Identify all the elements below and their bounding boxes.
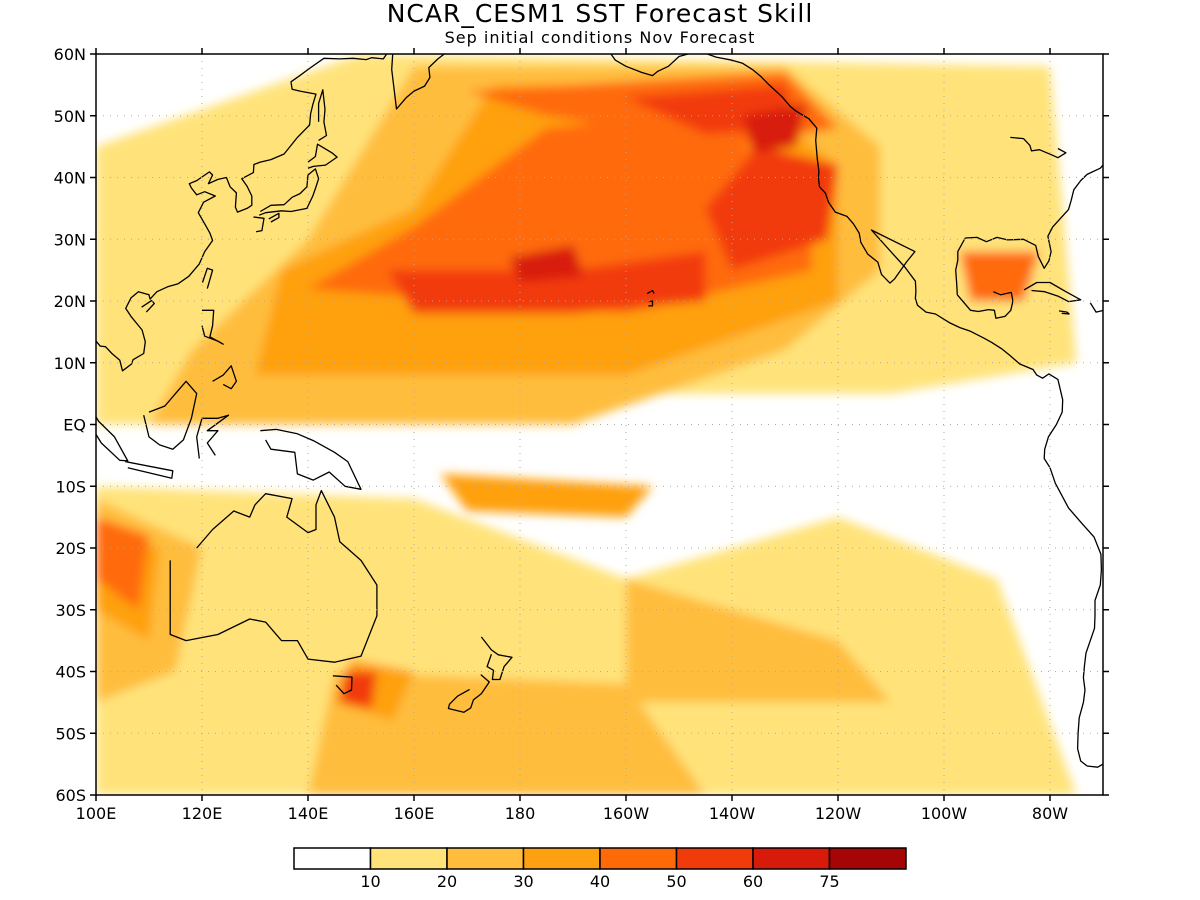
coastline-mindanao <box>212 365 238 390</box>
coastline-java <box>125 460 174 479</box>
skill-region-16 <box>705 146 838 271</box>
coastline-new-guinea <box>260 428 362 490</box>
colorbar-swatch <box>752 847 831 870</box>
colorbar-label: 10 <box>360 872 380 891</box>
coastline-shikoku <box>268 212 280 223</box>
colorbar-swatch <box>293 847 372 870</box>
chart-title: NCAR_CESM1 SST Forecast Skill <box>386 0 814 28</box>
coastline-north-america <box>610 54 691 77</box>
lon-label: 140E <box>288 804 329 823</box>
lat-label: 60S <box>55 786 86 805</box>
skill-region-19 <box>509 245 584 283</box>
skill-region-14 <box>959 251 1040 301</box>
coastline-gulf-north <box>965 164 1103 269</box>
lat-label: 50N <box>54 107 86 126</box>
coastline-australia <box>169 489 378 663</box>
coastline-kyushu <box>253 216 265 233</box>
skill-region-5 <box>308 671 706 795</box>
coastline-north-island-nz <box>480 636 513 681</box>
lat-label: 40N <box>54 169 86 188</box>
colorbar-swatch <box>599 847 678 870</box>
colorbar-label: 60 <box>743 872 763 891</box>
lon-label: 120E <box>182 804 223 823</box>
coastline-great-lakes <box>1010 136 1067 159</box>
coastline-sakhalin <box>317 89 328 141</box>
coastline-jamaica <box>1058 310 1070 315</box>
coastline-asia-coast <box>96 54 388 372</box>
coastline-hokkaido <box>307 143 338 169</box>
coastline-gulf-west <box>955 237 966 295</box>
lon-label: 120W <box>815 804 862 823</box>
coastline-hispaniola <box>1089 301 1103 313</box>
lon-label: 100W <box>921 804 968 823</box>
lon-label: 80W <box>1032 804 1068 823</box>
colorbar-label: 75 <box>819 872 839 891</box>
coastline-cuba <box>1023 281 1082 303</box>
colorbar-label: 20 <box>437 872 457 891</box>
lon-label: 180 <box>505 804 536 823</box>
coastline-hawaii-2 <box>648 300 654 307</box>
coastline-tasmania <box>332 675 353 695</box>
lat-label: 30S <box>55 601 86 620</box>
lat-label: EQ <box>63 416 86 435</box>
coastline-honshu <box>258 168 320 216</box>
skill-region-18 <box>339 671 377 709</box>
colorbar-label: 40 <box>590 872 610 891</box>
lat-label: 50S <box>55 724 86 743</box>
coastline-taiwan <box>201 267 214 289</box>
lon-label: 160W <box>603 804 650 823</box>
colorbar-swatch <box>369 847 448 870</box>
lat-label: 30N <box>54 230 86 249</box>
coastline-hawaii-1 <box>646 289 655 295</box>
lat-label: 10S <box>55 477 86 496</box>
coastline-north-america-2 <box>704 54 1103 768</box>
lon-label: 100E <box>76 804 117 823</box>
colorbar-swatch <box>675 847 754 870</box>
coastline-yucatan <box>956 291 1014 319</box>
coastline-hainan <box>141 299 155 313</box>
skill-shading <box>96 54 1077 795</box>
lat-label: 60N <box>54 45 86 64</box>
lat-label: 40S <box>55 663 86 682</box>
skill-region-15 <box>387 251 706 314</box>
coastline-borneo <box>143 380 198 450</box>
lon-label: 160E <box>394 804 435 823</box>
lat-label: 20S <box>55 539 86 558</box>
lon-label: 140W <box>709 804 756 823</box>
colorbar-label: 50 <box>666 872 686 891</box>
coastline-luzon <box>201 309 224 345</box>
coastline-south-island-nz <box>447 674 490 713</box>
coastline-sulawesi <box>196 414 230 459</box>
colorbar-swatch <box>522 847 601 870</box>
colorbar: 10 20 30 40 50 60 75 <box>293 847 907 891</box>
colorbar-swatch <box>828 847 907 870</box>
skill-region-20 <box>742 103 807 153</box>
longitude-axis: 100E 120E 140E 160E 180 160W 140W 120W 100W 80W <box>76 48 1068 823</box>
colorbar-swatch <box>446 847 525 870</box>
lat-label: 20N <box>54 292 86 311</box>
skill-region-9 <box>440 473 653 518</box>
colorbar-label: 30 <box>513 872 533 891</box>
latitude-axis: 60N 50N 40N 30N 20N 10N EQ 10S 20S 30S 40S 50S 60S <box>54 45 1109 805</box>
coastline-kamchatka <box>391 54 446 110</box>
chart-subtitle: Sep initial conditions Nov Forecast <box>444 28 756 47</box>
coastlines <box>96 54 1103 768</box>
lat-label: 10N <box>54 354 86 373</box>
skill-region-13 <box>96 517 149 610</box>
coastline-sumatra <box>96 415 129 462</box>
